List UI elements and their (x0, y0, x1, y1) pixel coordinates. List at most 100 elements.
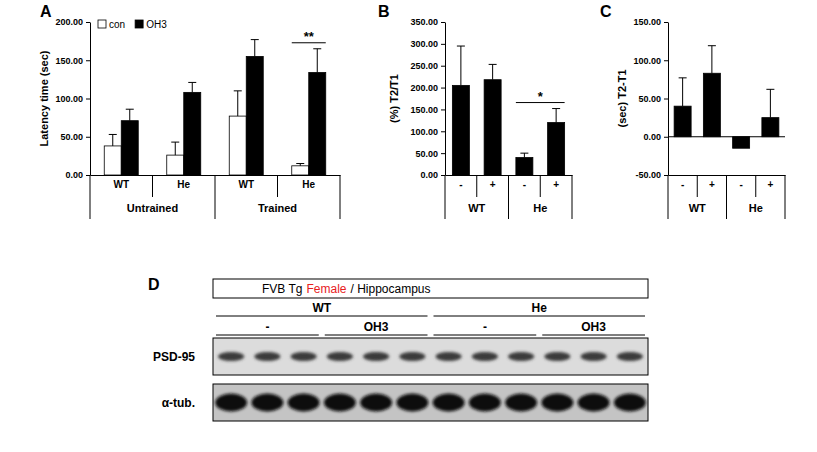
error-bar (679, 78, 687, 106)
bar (309, 72, 326, 175)
blot-band (251, 394, 283, 412)
table-line (152, 175, 153, 197)
x-tick-label: + (553, 179, 559, 190)
group-label: Untrained (127, 202, 178, 214)
x-tick-label: WT (238, 179, 254, 190)
x-tick-label: He (302, 179, 315, 190)
bar (516, 158, 533, 175)
legend-label: con (109, 19, 125, 30)
y-axis-line (445, 23, 446, 176)
y-tick-mark (441, 109, 445, 110)
y-tick: 100.00 (55, 94, 90, 104)
error-bar (188, 82, 196, 92)
blot-panel: DFVB TgFemale/ Hippocampus-OH3WT-OH3HePS… (148, 276, 648, 421)
group-rule (216, 316, 428, 317)
row-label: α-tub. (162, 396, 195, 410)
blot-title-part: Female (306, 282, 346, 296)
chart-panel: B0.0050.00100.00150.00200.00250.00300.00… (378, 3, 573, 219)
blot-band (541, 394, 573, 412)
table-line (540, 175, 541, 197)
bar (674, 106, 691, 137)
condition-rule (325, 335, 428, 336)
y-tick-label: 100.00 (55, 94, 83, 104)
blot-band (324, 394, 356, 412)
y-tick-label: 0.00 (643, 132, 661, 142)
y-tick-mark (86, 99, 90, 100)
table-line (90, 175, 91, 219)
figure: A 0.00 50.00 100.00 150.00 200.00 WT He WT He Untr… (0, 0, 817, 452)
y-tick-mark (86, 60, 90, 61)
x-tick-label: - (681, 179, 684, 190)
condition-rule (434, 335, 537, 336)
y-tick: 150.00 (410, 105, 445, 115)
y-tick: 100.00 (410, 127, 445, 137)
x-tick: WT (113, 179, 129, 190)
table-line (755, 175, 756, 197)
group-rule (434, 316, 646, 317)
y-tick-label: 350.00 (410, 17, 438, 27)
x-tick-label: - (739, 179, 742, 190)
y-tick: 50.00 (60, 132, 90, 142)
y-tick: 0.00 (643, 132, 668, 142)
table-line (340, 175, 341, 219)
x-tick: - (739, 179, 742, 190)
table-line (726, 175, 727, 219)
y-tick-mark (441, 44, 445, 45)
bar (121, 121, 138, 175)
table-line (508, 175, 509, 219)
y-tick-mark (86, 175, 90, 176)
blot-title-box (213, 279, 648, 298)
y-tick-label: 250.00 (410, 61, 438, 71)
y-tick: 100.00 (633, 56, 668, 66)
blot-strip (213, 338, 648, 375)
group-label: WT (312, 301, 331, 315)
blot-band (436, 352, 462, 361)
bar (104, 146, 121, 175)
x-tick: + (490, 179, 496, 190)
blot-band (327, 352, 353, 361)
bar (246, 56, 263, 175)
blot-title: FVB TgFemale/ Hippocampus (262, 282, 431, 296)
bar (733, 137, 750, 148)
blot-band (472, 352, 498, 361)
y-tick-mark (441, 153, 445, 154)
blot-band (433, 394, 465, 412)
blot-band (396, 394, 428, 412)
panel-label: C (600, 3, 612, 20)
y-tick-label: 50.00 (60, 132, 83, 142)
y-tick-label: 150.00 (633, 17, 661, 27)
group-label: Trained (258, 202, 297, 214)
y-axis-line (668, 23, 669, 176)
blot-band (254, 352, 280, 361)
panel-label: D (148, 276, 160, 293)
chart-panel: A0.0050.00100.00150.00200.00WTHeWTHeUntr… (38, 3, 341, 219)
y-tick: 0.00 (420, 170, 445, 180)
bar (167, 155, 184, 175)
error-bar (171, 142, 179, 155)
legend: conOH3 (98, 19, 167, 30)
y-tick: 50.00 (638, 94, 668, 104)
error-bar (251, 40, 259, 57)
y-axis-title: (%) T2/T1 (388, 74, 400, 123)
table-line (572, 175, 573, 219)
bar (184, 92, 201, 175)
legend-swatch (98, 20, 106, 28)
bar (484, 80, 501, 175)
blot-band (614, 394, 646, 412)
panel-label: A (40, 3, 52, 20)
y-tick: 50.00 (415, 149, 445, 159)
group-label: He (533, 202, 547, 214)
y-tick-label: 300.00 (410, 39, 438, 49)
y-tick: 300.00 (410, 39, 445, 49)
blot-band (544, 352, 570, 361)
error-bar (296, 164, 304, 166)
blot-band (505, 394, 537, 412)
condition-rule (216, 335, 319, 336)
plot-area (104, 40, 326, 175)
y-axis-line (90, 23, 91, 176)
bar (229, 116, 246, 175)
y-tick-label: 150.00 (410, 105, 438, 115)
annotation: ** (304, 29, 315, 44)
y-tick: 200.00 (55, 17, 90, 27)
y-tick-mark (441, 175, 445, 176)
